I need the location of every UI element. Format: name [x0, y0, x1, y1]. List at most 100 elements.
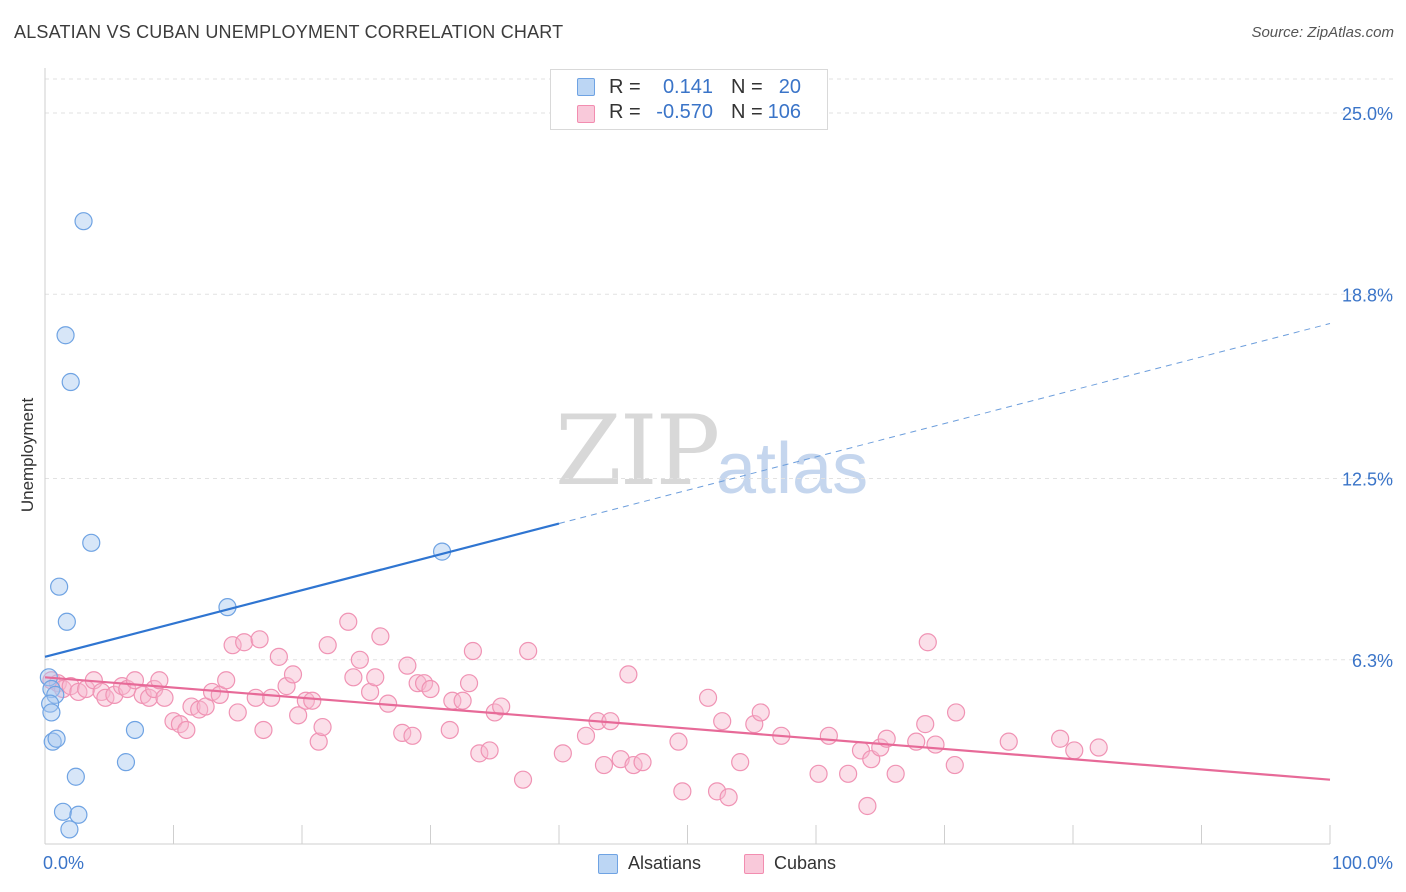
- watermark-zip: ZIP: [555, 395, 720, 507]
- cuban-point: [1089, 738, 1108, 757]
- series-legend: Alsatians Cubans: [0, 852, 1406, 878]
- alsatian-trend-line: [44, 522, 560, 658]
- alsatian-point: [60, 820, 79, 839]
- cuban-point: [139, 688, 159, 707]
- alsatian-point: [61, 372, 80, 392]
- cuban-point: [309, 732, 328, 751]
- legend-swatch-cubans: [577, 105, 595, 123]
- cuban-point: [731, 753, 750, 772]
- cuban-point: [155, 688, 174, 707]
- cuban-point: [839, 764, 858, 783]
- cuban-point: [459, 674, 479, 693]
- cuban-point: [1051, 729, 1070, 748]
- cuban-trend-line: [44, 676, 1331, 781]
- cuban-point: [463, 641, 483, 661]
- cuban-point: [999, 732, 1018, 751]
- cuban-point: [633, 753, 652, 772]
- cuban-point: [858, 796, 877, 816]
- correlation-legend: R = 0.141 N = 20 R = -0.570 N = 106: [550, 69, 828, 130]
- alsatian-point: [125, 720, 145, 740]
- cuban-point: [235, 633, 254, 652]
- alsatian-point: [46, 685, 65, 704]
- legend-n-value: 106: [767, 101, 801, 123]
- cuban-point: [254, 720, 273, 740]
- cuban-point: [453, 691, 472, 710]
- cuban-point: [246, 688, 265, 707]
- cuban-point: [926, 735, 945, 754]
- cuban-point: [339, 612, 358, 631]
- cuban-point: [945, 755, 964, 775]
- cuban-point: [344, 668, 363, 687]
- cuban-point: [217, 671, 236, 690]
- cuban-point: [698, 688, 718, 707]
- legend-row-cubans: R = -0.570 N = 106: [551, 100, 827, 128]
- alsatian-point: [42, 703, 61, 722]
- cuban-point: [403, 726, 422, 745]
- y-tick-label: 12.5%: [1342, 470, 1393, 490]
- cuban-point: [809, 764, 828, 783]
- series-swatch-cubans: [744, 854, 764, 874]
- alsatian-point: [116, 753, 136, 772]
- alsatian-point: [74, 212, 93, 231]
- legend-swatch-alsatians: [577, 78, 595, 96]
- cuban-point: [713, 712, 732, 731]
- cuban-point: [296, 691, 315, 710]
- cuban-point: [751, 703, 770, 722]
- cuban-point: [421, 679, 440, 699]
- alsatian-point: [66, 767, 85, 786]
- cuban-point: [918, 633, 937, 652]
- cuban-point: [946, 703, 966, 722]
- alsatian-point: [53, 802, 73, 821]
- chart-title: ALSATIAN VS CUBAN UNEMPLOYMENT CORRELATI…: [14, 22, 564, 42]
- cuban-point: [513, 770, 533, 789]
- cuban-point: [1065, 741, 1084, 760]
- cuban-point: [269, 647, 288, 666]
- cuban-point: [150, 671, 169, 690]
- cuban-point: [492, 697, 511, 716]
- cuban-point: [393, 723, 412, 742]
- cuban-point: [318, 636, 337, 655]
- cuban-point: [440, 720, 459, 740]
- series-legend-label: Alsatians: [628, 853, 702, 873]
- cuban-point: [398, 656, 417, 675]
- cuban-point: [262, 688, 281, 707]
- cuban-point: [283, 665, 303, 684]
- y-tick-label: 18.8%: [1342, 285, 1393, 305]
- cuban-point: [594, 755, 614, 775]
- watermark-atlas: atlas: [716, 429, 869, 509]
- cuban-point: [673, 782, 692, 801]
- alsatian-point: [82, 533, 101, 552]
- cuban-point: [228, 703, 247, 722]
- x-tick-label: 0.0%: [43, 853, 84, 873]
- series-legend-label: Cubans: [774, 853, 837, 873]
- y-tick-label: 6.3%: [1352, 651, 1393, 671]
- cuban-point: [177, 720, 196, 740]
- cuban-point: [916, 715, 935, 734]
- cuban-point: [553, 744, 572, 763]
- cuban-point: [719, 788, 738, 807]
- cuban-point: [707, 782, 727, 801]
- cuban-point: [313, 717, 332, 737]
- legend-r-value: -0.570: [656, 101, 713, 123]
- alsatian-point: [69, 805, 88, 824]
- cuban-point: [250, 630, 269, 649]
- cuban-point: [371, 627, 390, 646]
- series-swatch-alsatians: [598, 854, 618, 874]
- cuban-point: [745, 715, 764, 734]
- cuban-point: [480, 741, 499, 760]
- alsatian-point: [56, 326, 75, 345]
- alsatian-point: [47, 729, 66, 748]
- cuban-point: [819, 726, 838, 745]
- legend-r-value: 0.141: [662, 76, 713, 98]
- legend-r-label: R =: [609, 76, 641, 98]
- legend-n-label: N =: [731, 76, 763, 98]
- x-tick-label: 100.0%: [1332, 853, 1393, 873]
- cuban-point: [519, 641, 538, 661]
- cuban-point: [223, 636, 242, 655]
- legend-n-value: 20: [778, 76, 801, 98]
- cuban-point: [576, 726, 596, 745]
- y-tick-label: 25.0%: [1342, 104, 1393, 124]
- cuban-point: [277, 677, 296, 696]
- alsatian-point: [57, 612, 76, 631]
